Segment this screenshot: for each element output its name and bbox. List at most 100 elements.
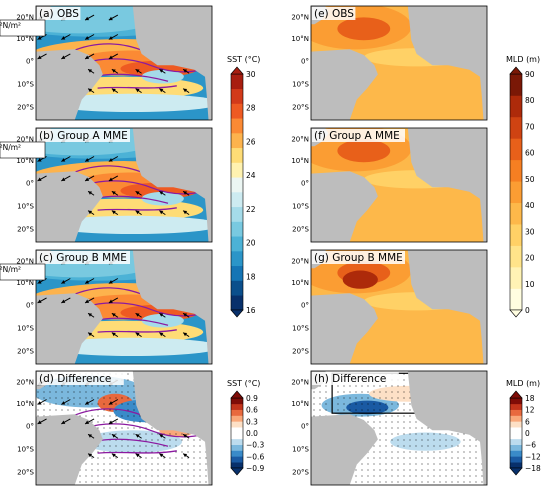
africa-land bbox=[132, 250, 212, 364]
africa-land bbox=[132, 128, 212, 242]
lon-label: 70°W bbox=[26, 0, 45, 2]
africa-land bbox=[132, 6, 212, 120]
colorbar-tick: 0.0 bbox=[246, 429, 258, 438]
lon-label: 70°W bbox=[301, 0, 320, 2]
panel-tag-b: SST & UV bbox=[0, 131, 1, 140]
colorbar-swatch bbox=[231, 415, 243, 422]
mld-diff-colorbar: 18 12 6 0 −6 −12 −18 MLD (m) bbox=[506, 379, 541, 476]
lat-label: 20°S bbox=[17, 468, 34, 476]
lat-label: 20°S bbox=[292, 468, 309, 476]
colorbar-tick: −12 bbox=[525, 452, 541, 461]
panel-tag-c: SST & UV bbox=[0, 253, 1, 262]
panel-tag-a: SST & UV bbox=[0, 9, 1, 18]
lon-label: 25°W bbox=[391, 0, 410, 2]
africa-land bbox=[132, 371, 212, 485]
panel-frame bbox=[310, 249, 488, 365]
colorbar-swatch bbox=[510, 138, 522, 161]
lat-label: 20°N bbox=[16, 13, 34, 21]
south-america-land bbox=[36, 171, 103, 242]
sst-diff-colorbar: 0.9 0.6 0.3 0.0 −0.3 −0.6 −0.9 SST (°C) bbox=[227, 379, 264, 476]
colorbar-swatch bbox=[231, 251, 243, 267]
south-america-land bbox=[311, 49, 378, 120]
lat-label: 20°N bbox=[16, 135, 34, 143]
colorbar-swatch bbox=[231, 103, 243, 119]
cold-tongue bbox=[141, 313, 184, 328]
colorbar-swatch bbox=[510, 224, 522, 246]
colorbar-swatch bbox=[231, 162, 243, 178]
colorbar-swatch bbox=[231, 206, 243, 222]
colorbar-swatch bbox=[510, 288, 522, 311]
colorbar-tick: 28 bbox=[246, 104, 256, 113]
colorbar-tick: 80 bbox=[525, 96, 535, 105]
colorbar-swatch bbox=[231, 74, 243, 90]
cold-tongue bbox=[141, 69, 184, 84]
lat-label: 10°S bbox=[292, 325, 309, 333]
colorbar-swatch bbox=[231, 450, 243, 457]
colorbar-swatch bbox=[231, 403, 243, 410]
panel-frame bbox=[35, 127, 213, 243]
lat-label: 20°S bbox=[292, 103, 309, 111]
lat-label: 10°S bbox=[292, 446, 309, 454]
colorbar-swatch bbox=[510, 421, 522, 428]
lon-label: 10°W bbox=[146, 0, 165, 2]
south-america-land bbox=[36, 414, 103, 485]
lon-label: 70°W bbox=[26, 0, 45, 2]
colorbar-swatch bbox=[510, 95, 522, 118]
colorbar-swatch bbox=[510, 181, 522, 204]
lon-label: 25°W bbox=[116, 0, 135, 2]
panel-title-f: (f) Group A MME bbox=[314, 130, 400, 142]
panel-title-c: (c) Group B MME bbox=[39, 252, 127, 264]
lon-label: 5°E bbox=[454, 0, 466, 2]
wind-reference-label: 6·10⁻²N/m² bbox=[0, 21, 21, 30]
colorbar-swatch bbox=[231, 295, 243, 311]
colorbar-swatch bbox=[510, 403, 522, 410]
lat-label: 10°S bbox=[17, 446, 34, 454]
mld-deep-core bbox=[337, 139, 391, 163]
colorbar-tick: 18 bbox=[525, 394, 535, 403]
lat-label: 10°S bbox=[17, 81, 34, 89]
colorbar-swatch bbox=[231, 433, 243, 440]
lon-label: 55°W bbox=[331, 0, 350, 2]
cold-tongue bbox=[141, 191, 184, 206]
colorbar-swatch bbox=[510, 159, 522, 182]
lon-label: 25°W bbox=[116, 0, 135, 2]
wind-reference-label: 6·10⁻²N/m² bbox=[0, 143, 21, 152]
south-america-land bbox=[311, 293, 378, 364]
lat-label: 0° bbox=[301, 180, 309, 188]
colorbar-tick: 26 bbox=[246, 137, 256, 146]
lat-label: 10°N bbox=[291, 400, 309, 408]
lon-label: 55°W bbox=[331, 0, 350, 2]
africa-land bbox=[407, 250, 487, 364]
colorbar-tick: 50 bbox=[525, 175, 535, 184]
lat-label: 0° bbox=[26, 180, 34, 188]
lon-label: 40°W bbox=[86, 0, 105, 2]
lat-label: 20°N bbox=[16, 378, 34, 386]
colorbar-tick: −18 bbox=[525, 464, 541, 473]
colorbar-swatch bbox=[231, 421, 243, 428]
map-panel-f: (f) Group A MMEMLD20°N10°N0°10°S20°S bbox=[0, 127, 488, 243]
lon-label: 40°W bbox=[361, 0, 380, 2]
panel-frame bbox=[310, 370, 488, 486]
lat-label: 10°S bbox=[17, 203, 34, 211]
colorbar-swatch bbox=[231, 280, 243, 296]
map-panel-g: (g) Group B MMEMLD20°N10°N0°10°S20°S70°W… bbox=[0, 0, 488, 365]
colorbar-tick: 20 bbox=[525, 254, 535, 263]
map-panel-h: (h) DifferenceMLD20°N10°N0°10°S20°S70°W5… bbox=[0, 0, 488, 486]
colorbar-tick: −0.3 bbox=[246, 441, 264, 450]
colorbar-swatch bbox=[231, 192, 243, 208]
south-america-land bbox=[36, 293, 103, 364]
africa-land bbox=[407, 6, 487, 120]
sst-band-south-2 bbox=[44, 215, 212, 235]
wind-reference-label: 6·10⁻²N/m² bbox=[0, 265, 21, 274]
colorbar-tick: 0.9 bbox=[246, 394, 258, 403]
colorbar-swatch bbox=[231, 427, 243, 434]
lat-label: 0° bbox=[26, 58, 34, 66]
colorbar-tick: −0.9 bbox=[246, 464, 264, 473]
lon-label: 70°W bbox=[301, 0, 320, 2]
lat-label: 20°N bbox=[16, 257, 34, 265]
panel-title-a: (a) OBS bbox=[39, 8, 79, 20]
colorbar-swatch bbox=[231, 398, 243, 405]
lat-label: 20°S bbox=[17, 225, 34, 233]
lon-label: 25°W bbox=[391, 0, 410, 2]
lon-label: 55°W bbox=[56, 0, 75, 2]
